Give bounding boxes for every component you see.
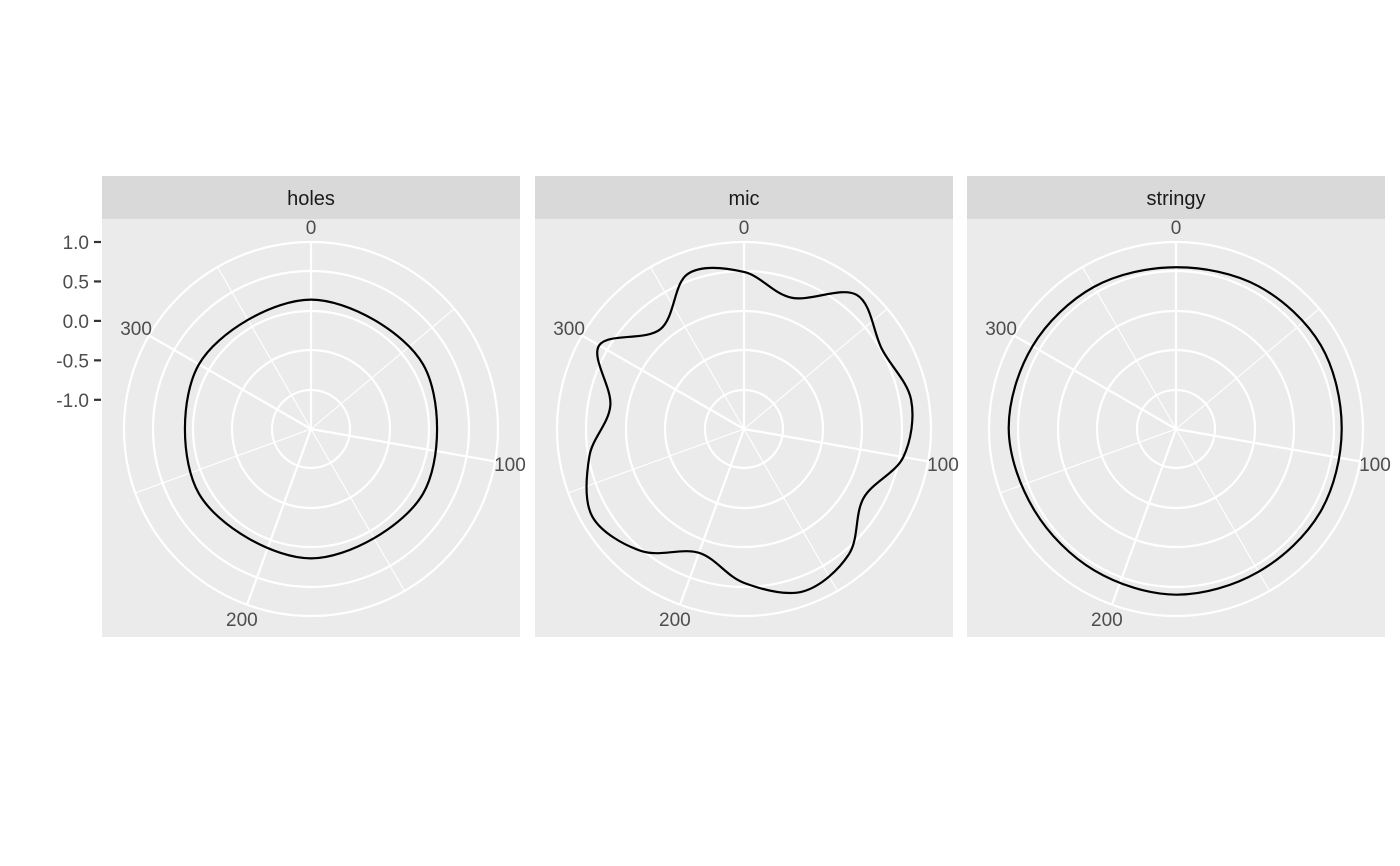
theta-minor-gridline — [1000, 428, 1177, 494]
radial-tick-label: 1.0 — [63, 233, 89, 254]
theta-minor-gridline — [1082, 266, 1177, 430]
theta-tick-label: 100 — [494, 455, 526, 476]
theta-tick-label: 0 — [739, 218, 750, 239]
theta-gridline — [1013, 334, 1177, 430]
theta-minor-gridline — [650, 266, 745, 430]
data-line — [585, 266, 914, 595]
theta-tick-label: 0 — [306, 218, 317, 239]
theta-minor-gridline — [310, 308, 455, 430]
radial-tick-label: -1.0 — [56, 391, 89, 412]
facet-strip-2 — [535, 176, 953, 219]
theta-gridline — [148, 334, 312, 430]
theta-minor-gridline — [568, 428, 745, 494]
theta-tick-label: 300 — [985, 319, 1017, 340]
facet-panel-1: holes 0 100 200 300 — [102, 176, 526, 637]
theta-tick-label: 0 — [1171, 218, 1182, 239]
theta-gridline — [679, 428, 746, 606]
facet-label-3: stringy — [1147, 188, 1206, 210]
theta-gridline — [581, 334, 745, 430]
facet-label-2: mic — [728, 188, 759, 210]
theta-minor-gridline — [743, 428, 838, 592]
theta-gridline — [1175, 427, 1361, 463]
theta-minor-gridline — [1175, 308, 1320, 430]
theta-minor-gridline — [1175, 428, 1270, 592]
data-line — [1007, 266, 1343, 596]
radial-tick-label: 0.5 — [63, 272, 89, 293]
radial-tick-label: 0.0 — [63, 312, 89, 333]
theta-tick-label: 100 — [1359, 455, 1391, 476]
theta-tick-label: 300 — [120, 319, 152, 340]
data-line — [183, 298, 439, 560]
theta-tick-label: 200 — [659, 610, 691, 631]
facet-label-1: holes — [287, 188, 335, 210]
facet-strip-1 — [102, 176, 520, 219]
facet-panel-2: mic 0 100 200 300 — [535, 176, 959, 637]
radial-tick-label: -0.5 — [56, 351, 89, 372]
theta-gridline — [1111, 428, 1178, 606]
theta-tick-label: 200 — [226, 610, 258, 631]
theta-minor-gridline — [310, 428, 405, 592]
theta-gridline — [743, 427, 929, 463]
theta-tick-label: 100 — [927, 455, 959, 476]
theta-gridline — [246, 428, 313, 606]
facet-panel-3: stringy 0 100 200 300 — [967, 176, 1391, 637]
theta-minor-gridline — [135, 428, 312, 494]
theta-minor-gridline — [743, 308, 888, 430]
facet-strip-3 — [967, 176, 1385, 219]
radial-axis: 1.0 0.5 0.0 -0.5 -1.0 — [56, 233, 101, 412]
theta-gridline — [310, 427, 496, 463]
theta-minor-gridline — [217, 266, 312, 430]
theta-tick-label: 300 — [553, 319, 585, 340]
theta-tick-label: 200 — [1091, 610, 1123, 631]
